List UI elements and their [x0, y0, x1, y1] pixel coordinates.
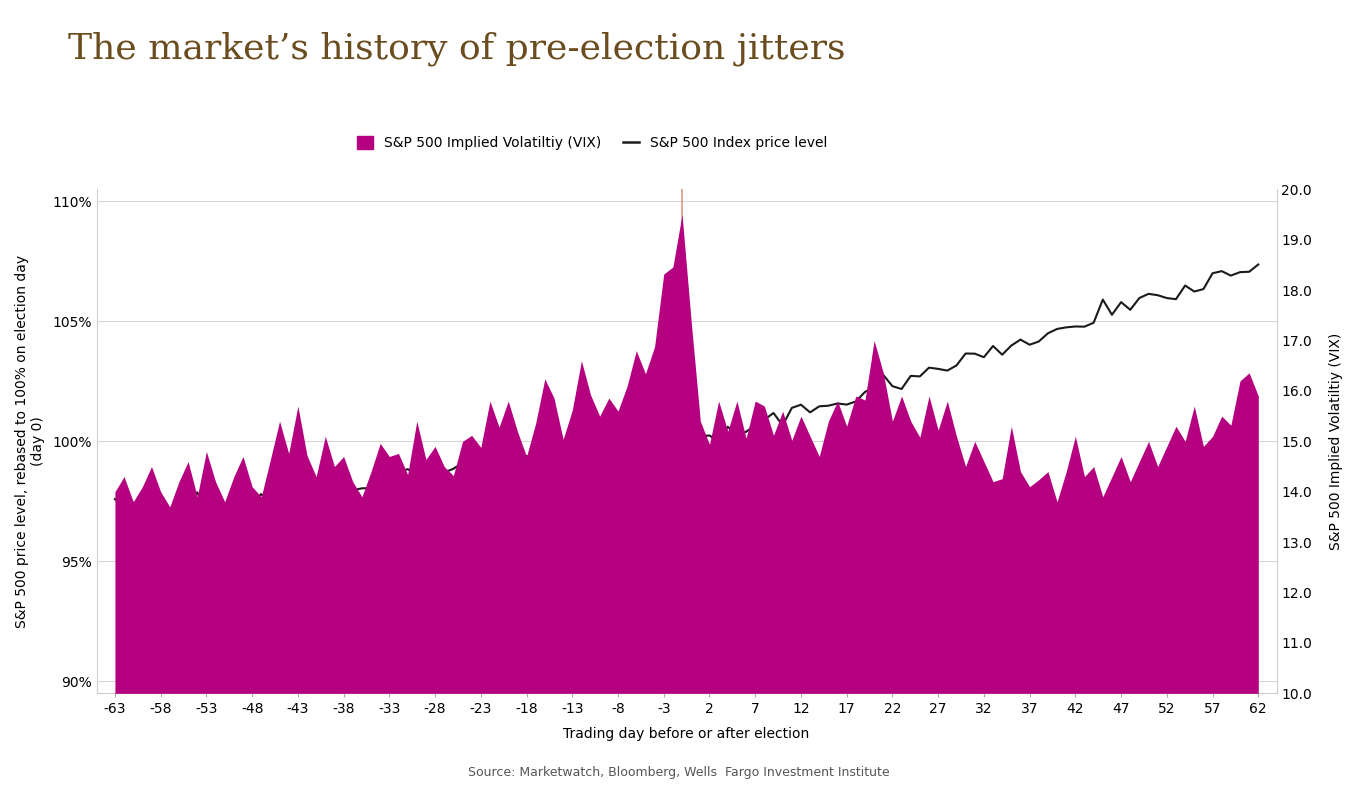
- Text: The market’s history of pre-election jitters: The market’s history of pre-election jit…: [68, 32, 846, 66]
- X-axis label: Trading day before or after election: Trading day before or after election: [564, 727, 809, 742]
- Y-axis label: S&P 500 price level, rebased to 100% on election day
(day 0): S&P 500 price level, rebased to 100% on …: [15, 255, 45, 628]
- Text: Source: Marketwatch, Bloomberg, Wells  Fargo Investment Institute: Source: Marketwatch, Bloomberg, Wells Fa…: [469, 766, 889, 779]
- Legend: S&P 500 Implied Volatiltiy (VIX), S&P 500 Index price level: S&P 500 Implied Volatiltiy (VIX), S&P 50…: [352, 131, 834, 156]
- Y-axis label: S&P 500 Implied Volatiltiy (VIX): S&P 500 Implied Volatiltiy (VIX): [1329, 333, 1343, 550]
